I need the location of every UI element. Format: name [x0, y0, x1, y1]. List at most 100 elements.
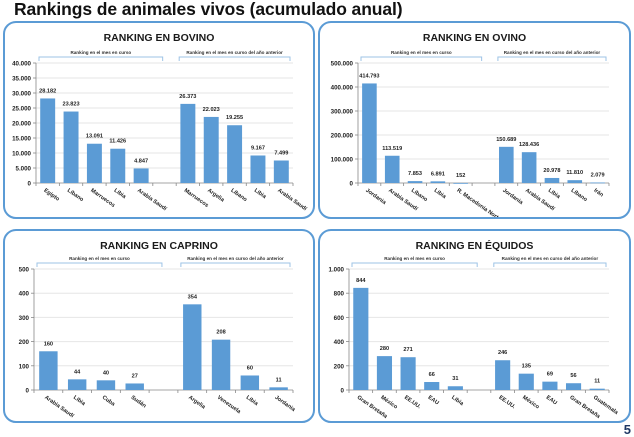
- data-label: 208: [216, 330, 225, 336]
- y-tick-label: 600: [334, 315, 345, 322]
- bar: [430, 181, 446, 183]
- y-tick-label: 300.000: [331, 109, 354, 116]
- group-label: Ranking en el mes en curso del año anter…: [186, 50, 283, 55]
- data-label: 9.167: [251, 145, 265, 151]
- bar: [133, 168, 149, 183]
- x-tick-label: México: [521, 395, 540, 411]
- data-label: 60: [247, 365, 253, 371]
- x-tick-label: EE.UU.: [497, 395, 516, 411]
- data-label: 354: [188, 294, 198, 300]
- bar: [180, 103, 196, 183]
- bar: [86, 143, 102, 183]
- data-label: 13.091: [86, 134, 103, 140]
- chart-panel-equidos: RANKING EN ÉQUIDOS 0 200 400 600 800 1.000 Rank…: [318, 229, 631, 423]
- bar: [183, 304, 202, 390]
- chart-panel-ovino: RANKING EN OVINO 0 100.000 200.000 300.000 40…: [318, 21, 631, 219]
- x-tick-label: Arabia Saudí: [43, 395, 75, 420]
- y-tick-label: 200: [19, 339, 30, 346]
- y-tick-label: 400: [334, 339, 345, 346]
- y-tick-label: 0: [28, 181, 32, 188]
- chart-title: RANKING EN CAPRINO: [100, 240, 218, 252]
- bar: [273, 160, 289, 183]
- y-tick-label: 100: [19, 363, 30, 370]
- bar: [39, 351, 58, 390]
- bar: [227, 125, 243, 183]
- chart-title: RANKING EN ÉQUIDOS: [416, 239, 534, 252]
- data-label: 27: [132, 373, 138, 379]
- data-label: 31: [452, 376, 458, 382]
- x-tick-label: Libia: [72, 395, 87, 408]
- data-label: 271: [403, 347, 412, 353]
- data-label: 7.853: [408, 171, 422, 177]
- x-tick-label: Jordania: [273, 395, 296, 414]
- data-label: 246: [498, 350, 507, 356]
- data-label: 22.023: [203, 107, 220, 113]
- x-tick-label: Cuba: [101, 395, 117, 408]
- group-bracket: [180, 262, 291, 267]
- bar: [353, 287, 369, 390]
- bar: [589, 388, 605, 390]
- data-label: 152: [456, 173, 465, 179]
- group-bracket: [38, 56, 164, 61]
- bar: [565, 383, 582, 390]
- data-label: 135: [522, 364, 531, 370]
- group-label: Ranking en el mes en curso del año anter…: [502, 256, 599, 261]
- x-tick-label: Líbano: [410, 188, 429, 204]
- chart-title: RANKING EN OVINO: [423, 32, 526, 44]
- chart-svg-bovino: RANKING EN BOVINO 0 5.000 10.000 15.000 20.00…: [12, 32, 308, 213]
- data-label: 28.182: [39, 88, 56, 94]
- x-tick-label: EAU: [545, 395, 558, 407]
- data-label: 11: [594, 379, 600, 385]
- bar: [424, 382, 440, 390]
- data-label: 7.499: [274, 151, 288, 157]
- y-tick-label: 100.000: [331, 157, 354, 164]
- y-tick-label: 0: [350, 181, 354, 188]
- chart-svg-equidos: RANKING EN ÉQUIDOS 0 200 400 600 800 1.000 Rank…: [329, 239, 620, 420]
- data-label: 20.978: [543, 168, 560, 174]
- group-label: Ranking en el mes en curso: [70, 50, 131, 55]
- x-tick-label: Argelia: [187, 395, 207, 411]
- bar: [250, 155, 266, 183]
- x-tick-label: Arabia Saudí: [276, 188, 308, 213]
- x-tick-label: Libia: [547, 188, 562, 201]
- data-label: 414.793: [359, 73, 379, 79]
- data-label: 66: [429, 372, 435, 378]
- x-tick-label: Egipto: [43, 188, 61, 203]
- bar: [376, 356, 393, 390]
- bar: [499, 146, 514, 183]
- data-label: 160: [44, 341, 53, 347]
- bar: [40, 98, 56, 183]
- data-label: 128.436: [519, 142, 539, 148]
- chart-panel-caprino: RANKING EN CAPRINO 0 100 200 300 400 500 Rankin…: [3, 229, 315, 423]
- y-tick-label: 15.000: [12, 136, 31, 143]
- bar: [240, 375, 260, 390]
- y-tick-label: 20.000: [12, 121, 31, 128]
- chart-svg-ovino: RANKING EN OVINO 0 100.000 200.000 300.000 40…: [331, 32, 610, 217]
- x-tick-label: EAU: [427, 395, 440, 407]
- group-bracket: [36, 262, 163, 267]
- y-tick-label: 10.000: [12, 151, 31, 158]
- y-tick-label: 30.000: [12, 91, 31, 98]
- bar: [542, 381, 558, 390]
- x-tick-label: EE.UU.: [403, 395, 422, 411]
- group-label: Ranking en el mes en curso del año anter…: [187, 256, 284, 261]
- x-tick-label: Líbano: [66, 188, 85, 204]
- bar: [447, 386, 463, 390]
- y-tick-label: 25.000: [12, 106, 31, 113]
- y-tick-label: 400: [19, 291, 30, 298]
- x-tick-label: México: [379, 395, 398, 411]
- group-bracket: [360, 56, 483, 61]
- bar: [211, 339, 231, 390]
- y-tick-label: 5.000: [16, 166, 32, 173]
- group-label: Ranking en el mes en curso: [384, 256, 445, 261]
- x-tick-label: Argelia: [206, 188, 226, 204]
- chart-svg-caprino: RANKING EN CAPRINO 0 100 200 300 400 500 Rankin…: [19, 240, 297, 420]
- data-label: 11.426: [109, 139, 126, 145]
- group-bracket: [351, 262, 478, 267]
- x-tick-label: Venezuela: [216, 395, 242, 416]
- chart-panel-bovino: RANKING EN BOVINO 0 5.000 10.000 15.000 20.00…: [3, 21, 315, 219]
- x-tick-label: Sudán: [130, 395, 148, 410]
- x-tick-label: Líbano: [229, 188, 248, 204]
- data-label: 844: [356, 278, 366, 284]
- group-label: Ranking en el mes en curso: [69, 256, 130, 261]
